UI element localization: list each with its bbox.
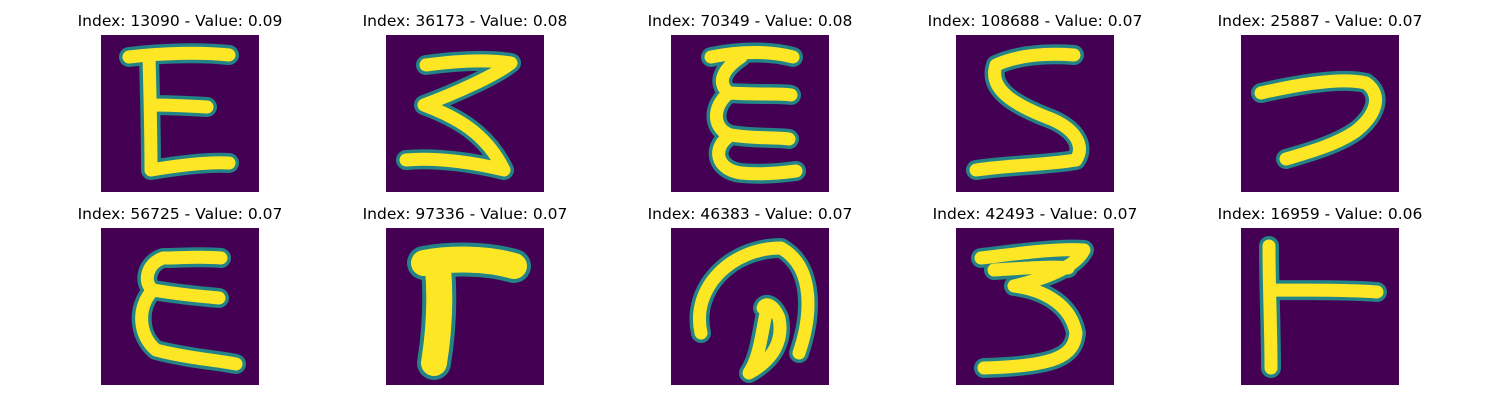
panel-title: Index: 36173 - Value: 0.08 (362, 12, 568, 30)
glyph-image (1241, 228, 1399, 385)
glyph-image (386, 228, 544, 385)
panel-title: Index: 46383 - Value: 0.07 (647, 205, 853, 223)
panel-title: Index: 25887 - Value: 0.07 (1217, 12, 1423, 30)
image-panel: Index: 70349 - Value: 0.08 (630, 10, 870, 192)
panel-title: Index: 42493 - Value: 0.07 (932, 205, 1138, 223)
glyph-image (101, 35, 259, 192)
panel-title: Index: 97336 - Value: 0.07 (362, 205, 568, 223)
image-panel: Index: 36173 - Value: 0.08 (345, 10, 585, 192)
image-panel: Index: 16959 - Value: 0.06 (1200, 203, 1440, 385)
panel-title: Index: 13090 - Value: 0.09 (77, 12, 283, 30)
glyph-image (671, 35, 829, 192)
image-panel: Index: 13090 - Value: 0.09 (60, 10, 300, 192)
image-panel: Index: 108688 - Value: 0.07 (915, 10, 1155, 192)
glyph-image (1241, 35, 1399, 192)
image-panel: Index: 42493 - Value: 0.07 (915, 203, 1155, 385)
image-panel: Index: 25887 - Value: 0.07 (1200, 10, 1440, 192)
image-panel: Index: 56725 - Value: 0.07 (60, 203, 300, 385)
glyph-image (956, 35, 1114, 192)
panel-title: Index: 16959 - Value: 0.06 (1217, 205, 1423, 223)
image-panel: Index: 97336 - Value: 0.07 (345, 203, 585, 385)
glyph-image (956, 228, 1114, 385)
glyph-image (386, 35, 544, 192)
panel-title: Index: 70349 - Value: 0.08 (647, 12, 853, 30)
image-panel: Index: 46383 - Value: 0.07 (630, 203, 870, 385)
panel-title: Index: 56725 - Value: 0.07 (77, 205, 283, 223)
glyph-image (671, 228, 829, 385)
panel-title: Index: 108688 - Value: 0.07 (927, 12, 1143, 30)
glyph-image (101, 228, 259, 385)
